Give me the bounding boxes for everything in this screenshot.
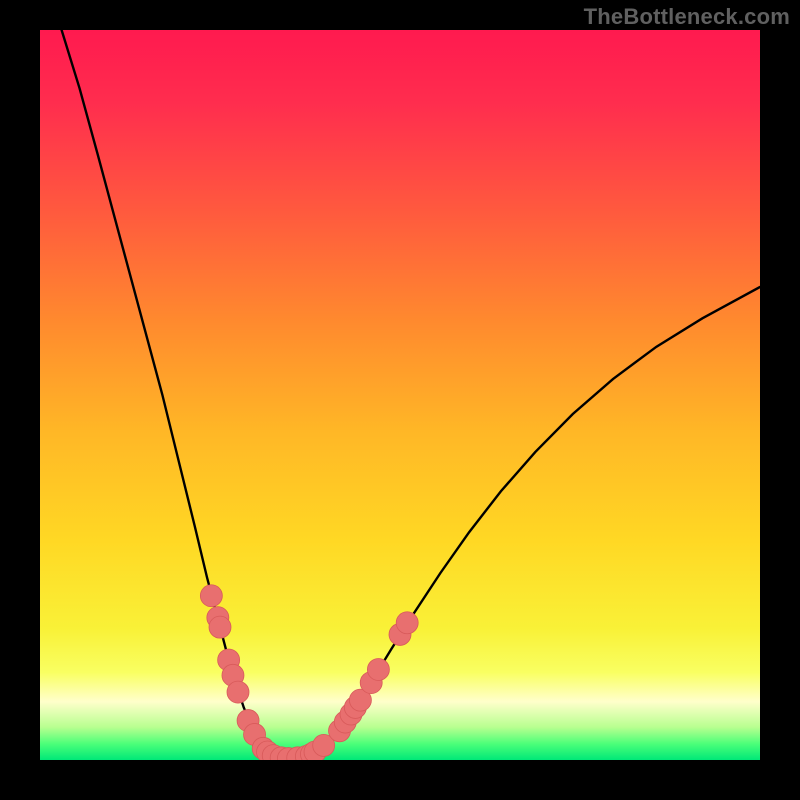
plot-area [40, 30, 760, 760]
marker-dot [227, 681, 249, 703]
marker-dot [209, 616, 231, 638]
watermark-text: TheBottleneck.com [584, 4, 790, 30]
marker-dot [200, 585, 222, 607]
bottleneck-chart [40, 30, 760, 760]
marker-dot [396, 612, 418, 634]
chart-background [40, 30, 760, 760]
frame: TheBottleneck.com [0, 0, 800, 800]
marker-dot [367, 658, 389, 680]
